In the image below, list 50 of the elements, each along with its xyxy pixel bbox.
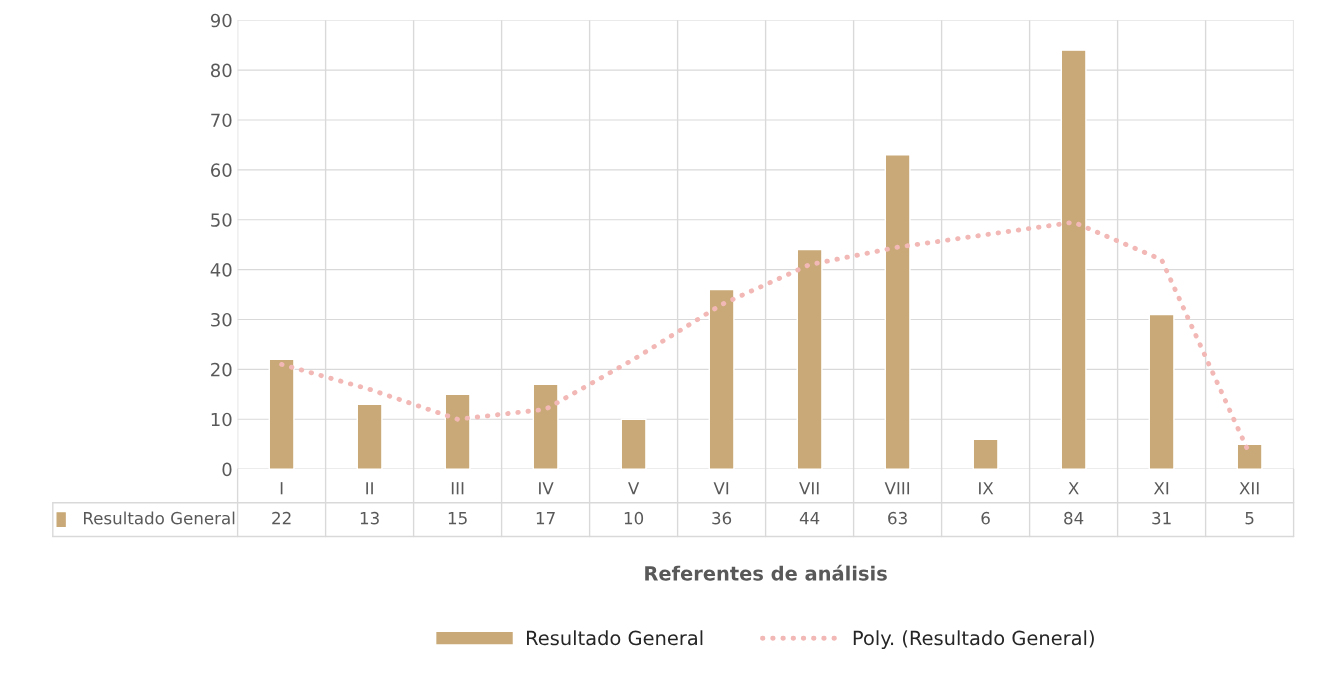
x-tick-label: XI bbox=[1153, 482, 1169, 495]
x-tick-label: VIII bbox=[884, 482, 910, 495]
data-label: 5 bbox=[1245, 512, 1254, 525]
data-label: 36 bbox=[712, 511, 732, 525]
bar bbox=[1236, 443, 1263, 470]
bar bbox=[972, 438, 999, 470]
y-tick-label: 0 bbox=[222, 462, 232, 477]
legend-label: Poly. (Resultado General) bbox=[853, 630, 1094, 650]
data-label: 10 bbox=[624, 511, 644, 525]
data-label: 22 bbox=[272, 511, 291, 525]
data-label: 6 bbox=[981, 511, 990, 525]
x-tick-label: IX bbox=[979, 482, 994, 495]
x-tick-label: X bbox=[1068, 482, 1079, 495]
y-tick-label: 30 bbox=[211, 312, 232, 327]
y-tick-label: 80 bbox=[210, 63, 232, 78]
bar bbox=[796, 248, 823, 470]
bar bbox=[1060, 49, 1087, 470]
bar bbox=[708, 288, 735, 470]
x-tick-label: II bbox=[366, 482, 373, 495]
bar bbox=[356, 403, 383, 470]
y-tick-label: 70 bbox=[211, 113, 232, 128]
bar bbox=[268, 358, 295, 470]
x-tick-label: V bbox=[628, 482, 640, 495]
data-label: 13 bbox=[360, 511, 379, 525]
x-tick-label: IV bbox=[539, 482, 554, 495]
text: Resultado General bbox=[527, 630, 703, 646]
x-tick-label: XII bbox=[1239, 482, 1259, 495]
data-label: 63 bbox=[888, 511, 907, 525]
bar bbox=[532, 383, 559, 470]
data-label: 44 bbox=[799, 512, 820, 525]
y-tick-label: 50 bbox=[211, 213, 232, 227]
data-label: 17 bbox=[536, 512, 555, 525]
y-tick-label: 20 bbox=[211, 362, 232, 377]
x-tick-label: VI bbox=[713, 482, 729, 495]
x-tick-label: III bbox=[451, 482, 464, 495]
x-tick-label: I bbox=[280, 482, 283, 495]
bar bbox=[444, 393, 471, 470]
y-tick-label: 10 bbox=[211, 412, 232, 427]
data-label: 15 bbox=[448, 512, 467, 525]
bar bbox=[1148, 313, 1175, 470]
bar bbox=[620, 418, 647, 470]
y-tick-label: 60 bbox=[211, 163, 232, 177]
x-axis-title: Referentes de análisis bbox=[645, 564, 887, 581]
y-tick-label: 40 bbox=[210, 263, 232, 277]
bar bbox=[884, 154, 911, 470]
x-tick-label: VII bbox=[799, 482, 819, 495]
legend-label: Resultado General bbox=[84, 511, 235, 525]
data-label: 84 bbox=[1064, 511, 1084, 525]
y-tick-label: 90 bbox=[210, 13, 232, 28]
data-label: 31 bbox=[1152, 511, 1171, 525]
